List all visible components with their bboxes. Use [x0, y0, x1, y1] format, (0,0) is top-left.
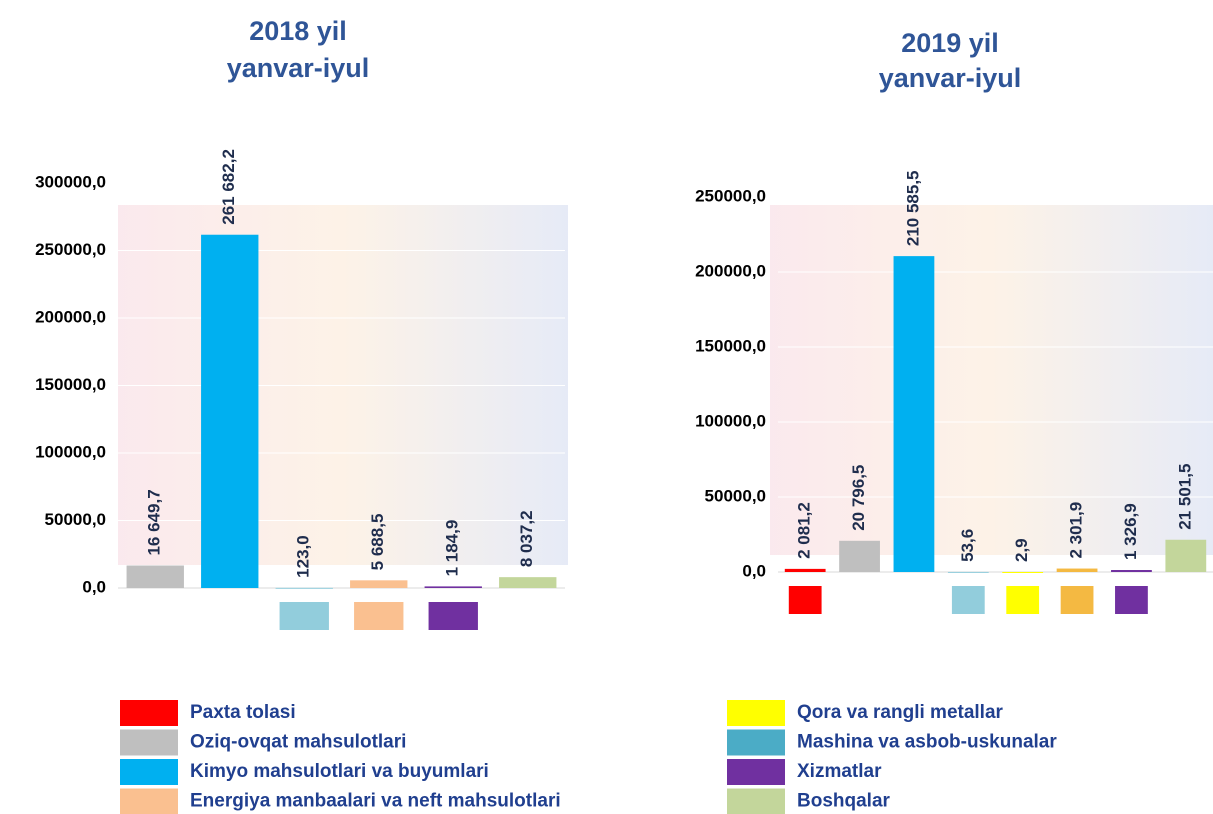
legend-label: Mashina va asbob-uskunalar — [797, 732, 1057, 753]
bar — [839, 540, 880, 572]
chart-subtitle: yanvar-iyul — [227, 53, 370, 83]
value-label: 2,9 — [1012, 538, 1031, 562]
category-swatch — [788, 586, 822, 614]
y-tick-label: 50000,0 — [705, 486, 766, 505]
category-swatch — [428, 602, 478, 630]
value-label: 20 796,5 — [849, 465, 868, 531]
y-tick-label: 0,0 — [82, 577, 106, 596]
category-swatch — [1115, 586, 1148, 614]
y-tick-label: 150000,0 — [695, 336, 766, 355]
legend-label: Kimyo mahsulotlari va buyumlari — [190, 761, 489, 782]
bar — [201, 234, 259, 588]
value-label: 1 184,9 — [443, 520, 462, 577]
category-swatch — [1060, 586, 1094, 614]
bar — [424, 586, 482, 588]
legend-label: Qora va rangli metallar — [797, 702, 1004, 723]
value-label: 53,6 — [958, 529, 977, 562]
bar — [1165, 539, 1207, 572]
bar — [126, 565, 184, 588]
legend-swatch — [120, 700, 178, 726]
legend-label: Oziq-ovqat mahsulotlari — [190, 732, 406, 753]
bar — [1056, 568, 1098, 572]
value-label: 261 682,2 — [219, 149, 238, 225]
value-label: 5 688,5 — [368, 514, 387, 571]
category-swatch — [354, 602, 404, 630]
y-tick-label: 100000,0 — [35, 442, 106, 461]
value-label: 8 037,2 — [517, 510, 536, 567]
category-swatch — [1006, 586, 1040, 614]
legend-swatch — [120, 729, 178, 756]
legend-swatch — [727, 700, 785, 726]
legend-swatch — [120, 759, 178, 785]
bar — [350, 580, 408, 588]
category-swatch — [951, 586, 985, 614]
chart-subtitle: yanvar-iyul — [879, 63, 1022, 93]
category-swatch — [279, 602, 329, 630]
y-tick-label: 50000,0 — [45, 510, 106, 529]
value-label: 210 585,5 — [903, 170, 922, 246]
chart-title: 2018 yil — [249, 16, 347, 46]
legend-label: Energiya manbaalari va neft mahsulotlari — [190, 791, 561, 812]
legend-swatch — [727, 788, 785, 814]
value-label: 16 649,7 — [145, 489, 164, 555]
bar — [1002, 571, 1044, 573]
y-tick-label: 250000,0 — [35, 240, 106, 259]
map-background — [770, 205, 1213, 555]
bar — [499, 577, 557, 588]
legend-label: Paxta tolasi — [190, 702, 296, 723]
value-label: 123,0 — [294, 535, 313, 578]
value-label: 1 326,9 — [1121, 503, 1140, 560]
value-label: 21 501,5 — [1175, 464, 1194, 530]
y-tick-label: 0,0 — [742, 561, 766, 580]
bar — [893, 256, 935, 572]
legend-swatch — [727, 759, 785, 785]
y-tick-label: 150000,0 — [35, 375, 106, 394]
value-label: 2 081,2 — [795, 502, 814, 559]
bar — [784, 568, 826, 572]
chart-title: 2019 yil — [901, 28, 999, 58]
y-tick-label: 300000,0 — [35, 172, 106, 191]
bar — [1111, 570, 1152, 572]
y-tick-label: 200000,0 — [695, 261, 766, 280]
legend-swatch — [120, 788, 178, 814]
legend-swatch — [727, 729, 785, 756]
y-tick-label: 100000,0 — [695, 411, 766, 430]
y-tick-label: 250000,0 — [695, 186, 766, 205]
y-tick-label: 200000,0 — [35, 307, 106, 326]
value-label: 2 301,9 — [1067, 502, 1086, 559]
bar — [275, 587, 333, 589]
legend-label: Xizmatlar — [797, 761, 882, 782]
bar — [947, 571, 989, 573]
legend-label: Boshqalar — [797, 791, 891, 812]
